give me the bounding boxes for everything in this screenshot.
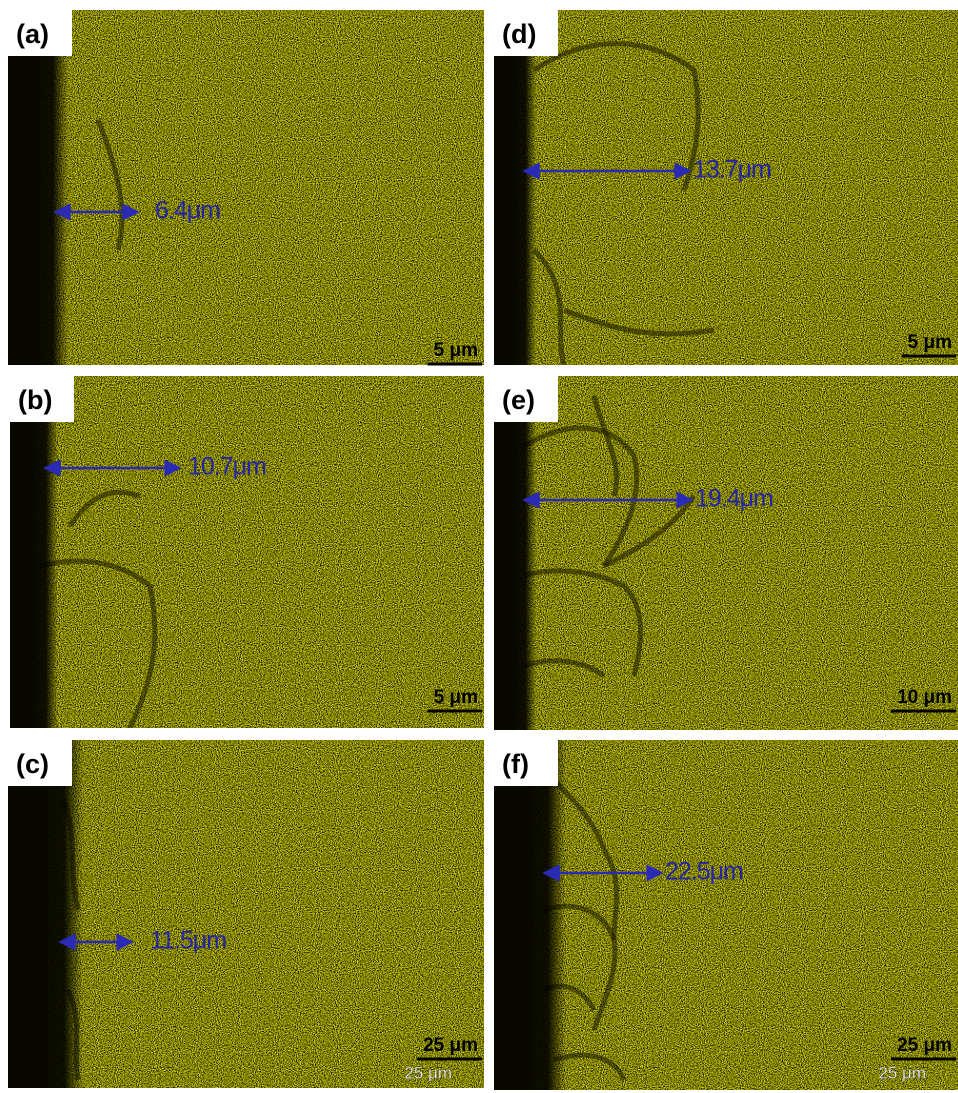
bright-speckle bbox=[10, 376, 484, 728]
micrograph bbox=[494, 10, 958, 365]
panel-label: (d) bbox=[502, 19, 536, 49]
micrograph bbox=[8, 740, 484, 1088]
dark-edge-core bbox=[494, 740, 532, 1090]
scale-bar-secondary: 25 μm bbox=[404, 1063, 452, 1082]
bright-speckle bbox=[8, 10, 484, 365]
scale-bar-label: 5 μm bbox=[434, 340, 478, 361]
micrograph bbox=[8, 10, 484, 365]
measurement-label: 11.5μm bbox=[150, 927, 226, 955]
image-panel: (b) 10.7μm 5 μm bbox=[10, 376, 484, 728]
dark-edge-core bbox=[10, 376, 36, 728]
panel-label: (c) bbox=[16, 749, 49, 779]
scale-bar-label: 5 μm bbox=[908, 332, 952, 353]
scale-bar-label: 10 μm bbox=[897, 687, 952, 708]
micrograph bbox=[494, 376, 958, 730]
image-panel: (e) 19.4μm 10 μm bbox=[494, 376, 958, 730]
micrograph bbox=[10, 376, 484, 728]
micrograph bbox=[494, 740, 958, 1090]
panel-label: (f) bbox=[502, 749, 529, 779]
panel-label: (a) bbox=[16, 19, 49, 49]
measurement-label: 19.4μm bbox=[695, 485, 773, 513]
image-panel: (c) 11.5μm 25 μm 25 μm bbox=[8, 740, 484, 1088]
measurement-label: 22.5μm bbox=[665, 858, 743, 886]
panel-label: (b) bbox=[18, 385, 52, 415]
dark-edge-core bbox=[8, 740, 48, 1088]
measurement-label: 10.7μm bbox=[188, 453, 266, 481]
measurement-label: 13.7μm bbox=[693, 156, 771, 184]
scale-bar-label: 5 μm bbox=[434, 687, 478, 708]
image-panel: (a) 6.4μm 5 μm bbox=[8, 10, 484, 365]
image-panel: (d) 13.7μm 5 μm bbox=[494, 10, 958, 365]
measurement-label: 6.4μm bbox=[155, 197, 220, 225]
dark-edge-core bbox=[494, 376, 516, 730]
scale-bar-label: 25 μm bbox=[423, 1035, 478, 1056]
scale-bar-label: 25 μm bbox=[897, 1035, 952, 1056]
image-panel: (f) 22.5μm 25 μm 25 μm bbox=[494, 740, 958, 1090]
figure: (a) 6.4μm 5 μm (b) 10.7μm 5 μm (c) 11.5μm 25 μm 2… bbox=[0, 0, 958, 1093]
dark-edge-core bbox=[494, 10, 516, 365]
panel-label: (e) bbox=[502, 385, 535, 415]
dark-edge-core bbox=[8, 10, 40, 365]
scale-bar-secondary: 25 μm bbox=[878, 1063, 926, 1082]
